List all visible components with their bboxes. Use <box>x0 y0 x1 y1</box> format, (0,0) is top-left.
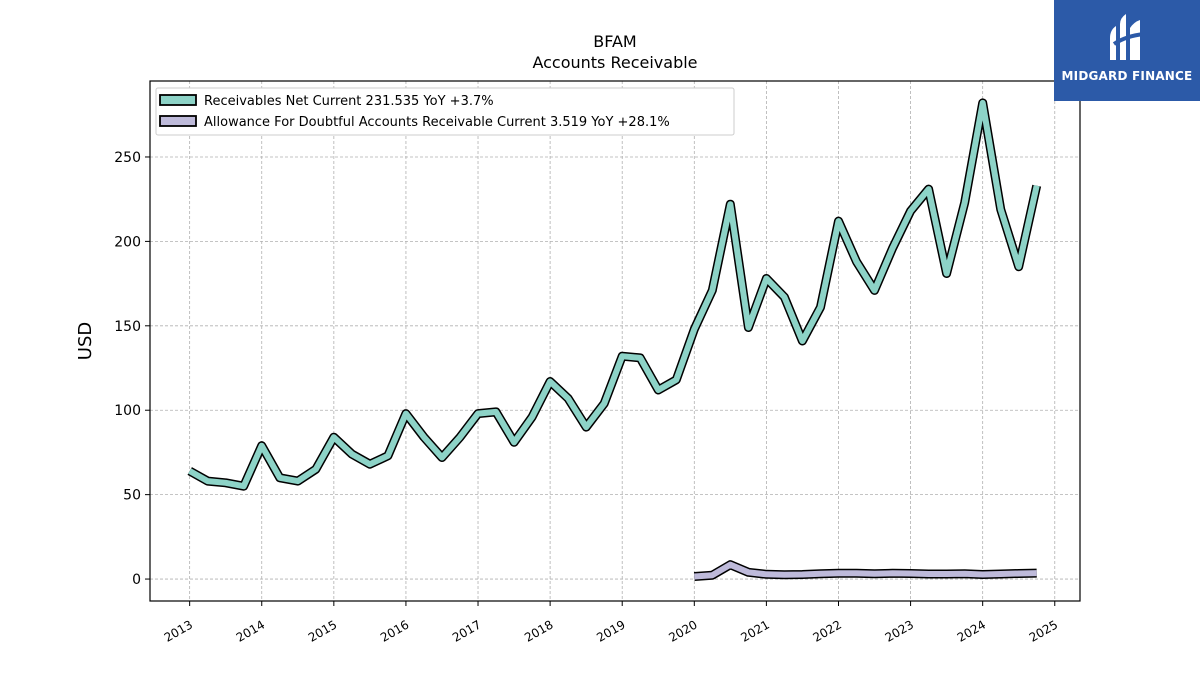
x-axis: 2013 2014 2015 2016 2017 2018 2019 2020 2021 2022… <box>162 601 1060 645</box>
x-tick-label: 2017 <box>450 617 483 644</box>
x-tick-label: 2025 <box>1027 617 1060 644</box>
x-tick-label: 2023 <box>883 617 916 644</box>
x-tick-label: 2020 <box>666 617 699 644</box>
x-tick-label: 2021 <box>738 617 771 644</box>
y-tick-label: 150 <box>114 319 141 335</box>
y-tick-label: 50 <box>123 488 141 504</box>
chart-subtitle: Accounts Receivable <box>532 53 698 72</box>
brand-name: MIDGARD FINANCE <box>1061 69 1193 83</box>
legend-swatch-1 <box>159 94 197 106</box>
x-tick-label: 2024 <box>955 617 988 644</box>
series-line-2 <box>694 561 1037 580</box>
series-layer <box>187 98 1042 581</box>
y-tick-label: 0 <box>132 572 141 588</box>
y-tick-label: 200 <box>114 234 141 250</box>
legend: Receivables Net Current 231.535 YoY +3.7… <box>155 87 735 136</box>
grid-lines <box>150 81 1080 601</box>
x-tick-label: 2018 <box>522 617 555 644</box>
series-outline-1 <box>187 98 1042 491</box>
legend-label-2: Allowance For Doubtful Accounts Receivab… <box>204 115 670 130</box>
plot-frame <box>149 80 1081 602</box>
brand-logo: MIDGARD FINANCE <box>1054 0 1200 101</box>
legend-box <box>155 87 735 136</box>
x-tick-label: 2013 <box>162 617 195 644</box>
y-tick-label: 100 <box>114 403 141 419</box>
chart-title: BFAM <box>593 32 637 51</box>
y-axis-label: USD <box>75 322 96 360</box>
x-tick-label: 2015 <box>306 617 339 644</box>
x-tick-label: 2016 <box>378 617 411 644</box>
series-line-1 <box>188 99 1040 490</box>
legend-label-1: Receivables Net Current 231.535 YoY +3.7… <box>204 94 494 109</box>
legend-swatch-2 <box>159 115 197 127</box>
x-tick-label: 2022 <box>811 617 844 644</box>
y-axis: 0 50 100 150 200 250 <box>114 150 150 588</box>
midgard-logo-icon <box>1110 14 1145 60</box>
x-tick-label: 2019 <box>594 617 627 644</box>
x-tick-label: 2014 <box>234 617 267 644</box>
y-tick-label: 250 <box>114 150 141 166</box>
